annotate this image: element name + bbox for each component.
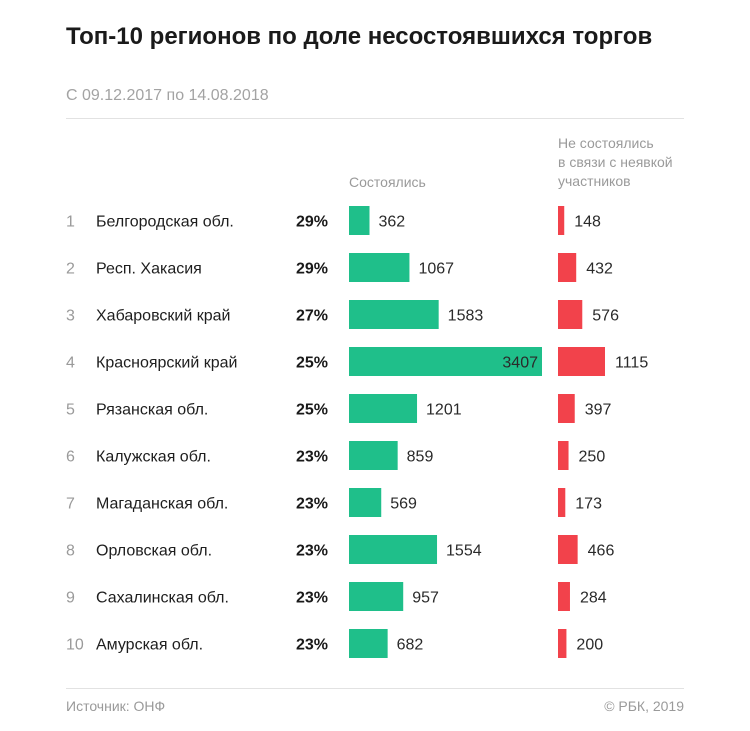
held-bar [349,488,382,517]
rank-label: 3 [66,308,75,325]
held-value-label: 859 [407,449,434,466]
region-label: Орловская обл. [96,543,212,560]
region-label: Сахалинская обл. [96,590,229,607]
failed-bar [558,206,565,235]
header-failed: Не состоялись в связи с неявкой участник… [558,134,673,191]
held-value-label: 1201 [426,402,462,419]
bottom-divider [66,688,684,689]
region-label: Амурская обл. [96,637,203,654]
failed-bar [558,441,569,470]
held-value-label: 682 [397,637,424,654]
share-label: 23% [296,543,328,560]
failed-value-label: 148 [574,214,601,231]
held-value-label: 1067 [418,261,454,278]
share-label: 23% [296,496,328,513]
failed-bar [558,488,566,517]
region-label: Красноярский край [96,355,237,372]
rank-label: 1 [66,214,75,231]
held-bar [349,629,388,658]
held-bar [349,253,410,282]
rank-label: 10 [66,637,84,654]
failed-value-label: 284 [580,590,607,607]
share-label: 29% [296,261,328,278]
held-bar [349,300,439,329]
failed-value-label: 173 [575,496,602,513]
region-label: Респ. Хакасия [96,261,202,278]
held-bar [349,347,542,376]
region-label: Калужская обл. [96,449,211,466]
share-label: 23% [296,590,328,607]
held-bar [349,441,398,470]
region-label: Белгородская обл. [96,214,234,231]
failed-value-label: 576 [592,308,619,325]
held-value-label: 1583 [448,308,484,325]
chart-title: Топ-10 регионов по доле несостоявшихся т… [66,23,653,50]
rank-label: 4 [66,355,75,372]
failed-bar [558,347,605,376]
failed-bar [558,394,575,423]
region-label: Рязанская обл. [96,402,208,419]
header-failed-line-3: участников [558,173,631,189]
chart-subtitle: С 09.12.2017 по 14.08.2018 [66,87,269,104]
failed-value-label: 397 [585,402,612,419]
failed-value-label: 1115 [615,355,648,372]
top-divider [66,118,684,119]
failed-value-label: 432 [586,261,613,278]
failed-value-label: 200 [576,637,603,654]
share-label: 29% [296,214,328,231]
held-bar [349,582,404,611]
failed-bar [558,535,578,564]
region-label: Магаданская обл. [96,496,228,513]
share-label: 23% [296,449,328,466]
failed-bar [558,253,577,282]
region-label: Хабаровский край [96,308,230,325]
rank-label: 5 [66,402,75,419]
header-failed-line-1: Не состоялись [558,135,654,151]
copyright-note: © РБК, 2019 [604,698,684,714]
held-value-label: 3407 [502,355,538,372]
header-failed-line-2: в связи с неявкой [558,154,673,170]
held-bar [349,535,438,564]
held-value-label: 362 [379,214,406,231]
failed-bar [558,300,583,329]
share-label: 27% [296,308,328,325]
rank-label: 9 [66,590,75,607]
held-value-label: 569 [390,496,417,513]
held-bar [349,394,418,423]
held-value-label: 1554 [446,543,482,560]
share-label: 25% [296,355,328,372]
failed-bar [558,629,567,658]
source-note: Источник: ОНФ [66,698,166,714]
rank-label: 6 [66,449,75,466]
rank-label: 8 [66,543,75,560]
header-held: Состоялись [349,174,426,190]
failed-value-label: 466 [588,543,615,560]
rank-label: 7 [66,496,75,513]
held-value-label: 957 [412,590,439,607]
held-bar [349,206,370,235]
failed-bar [558,582,570,611]
failed-value-label: 250 [579,449,606,466]
rank-label: 2 [66,261,75,278]
share-label: 23% [296,637,328,654]
share-label: 25% [296,402,328,419]
